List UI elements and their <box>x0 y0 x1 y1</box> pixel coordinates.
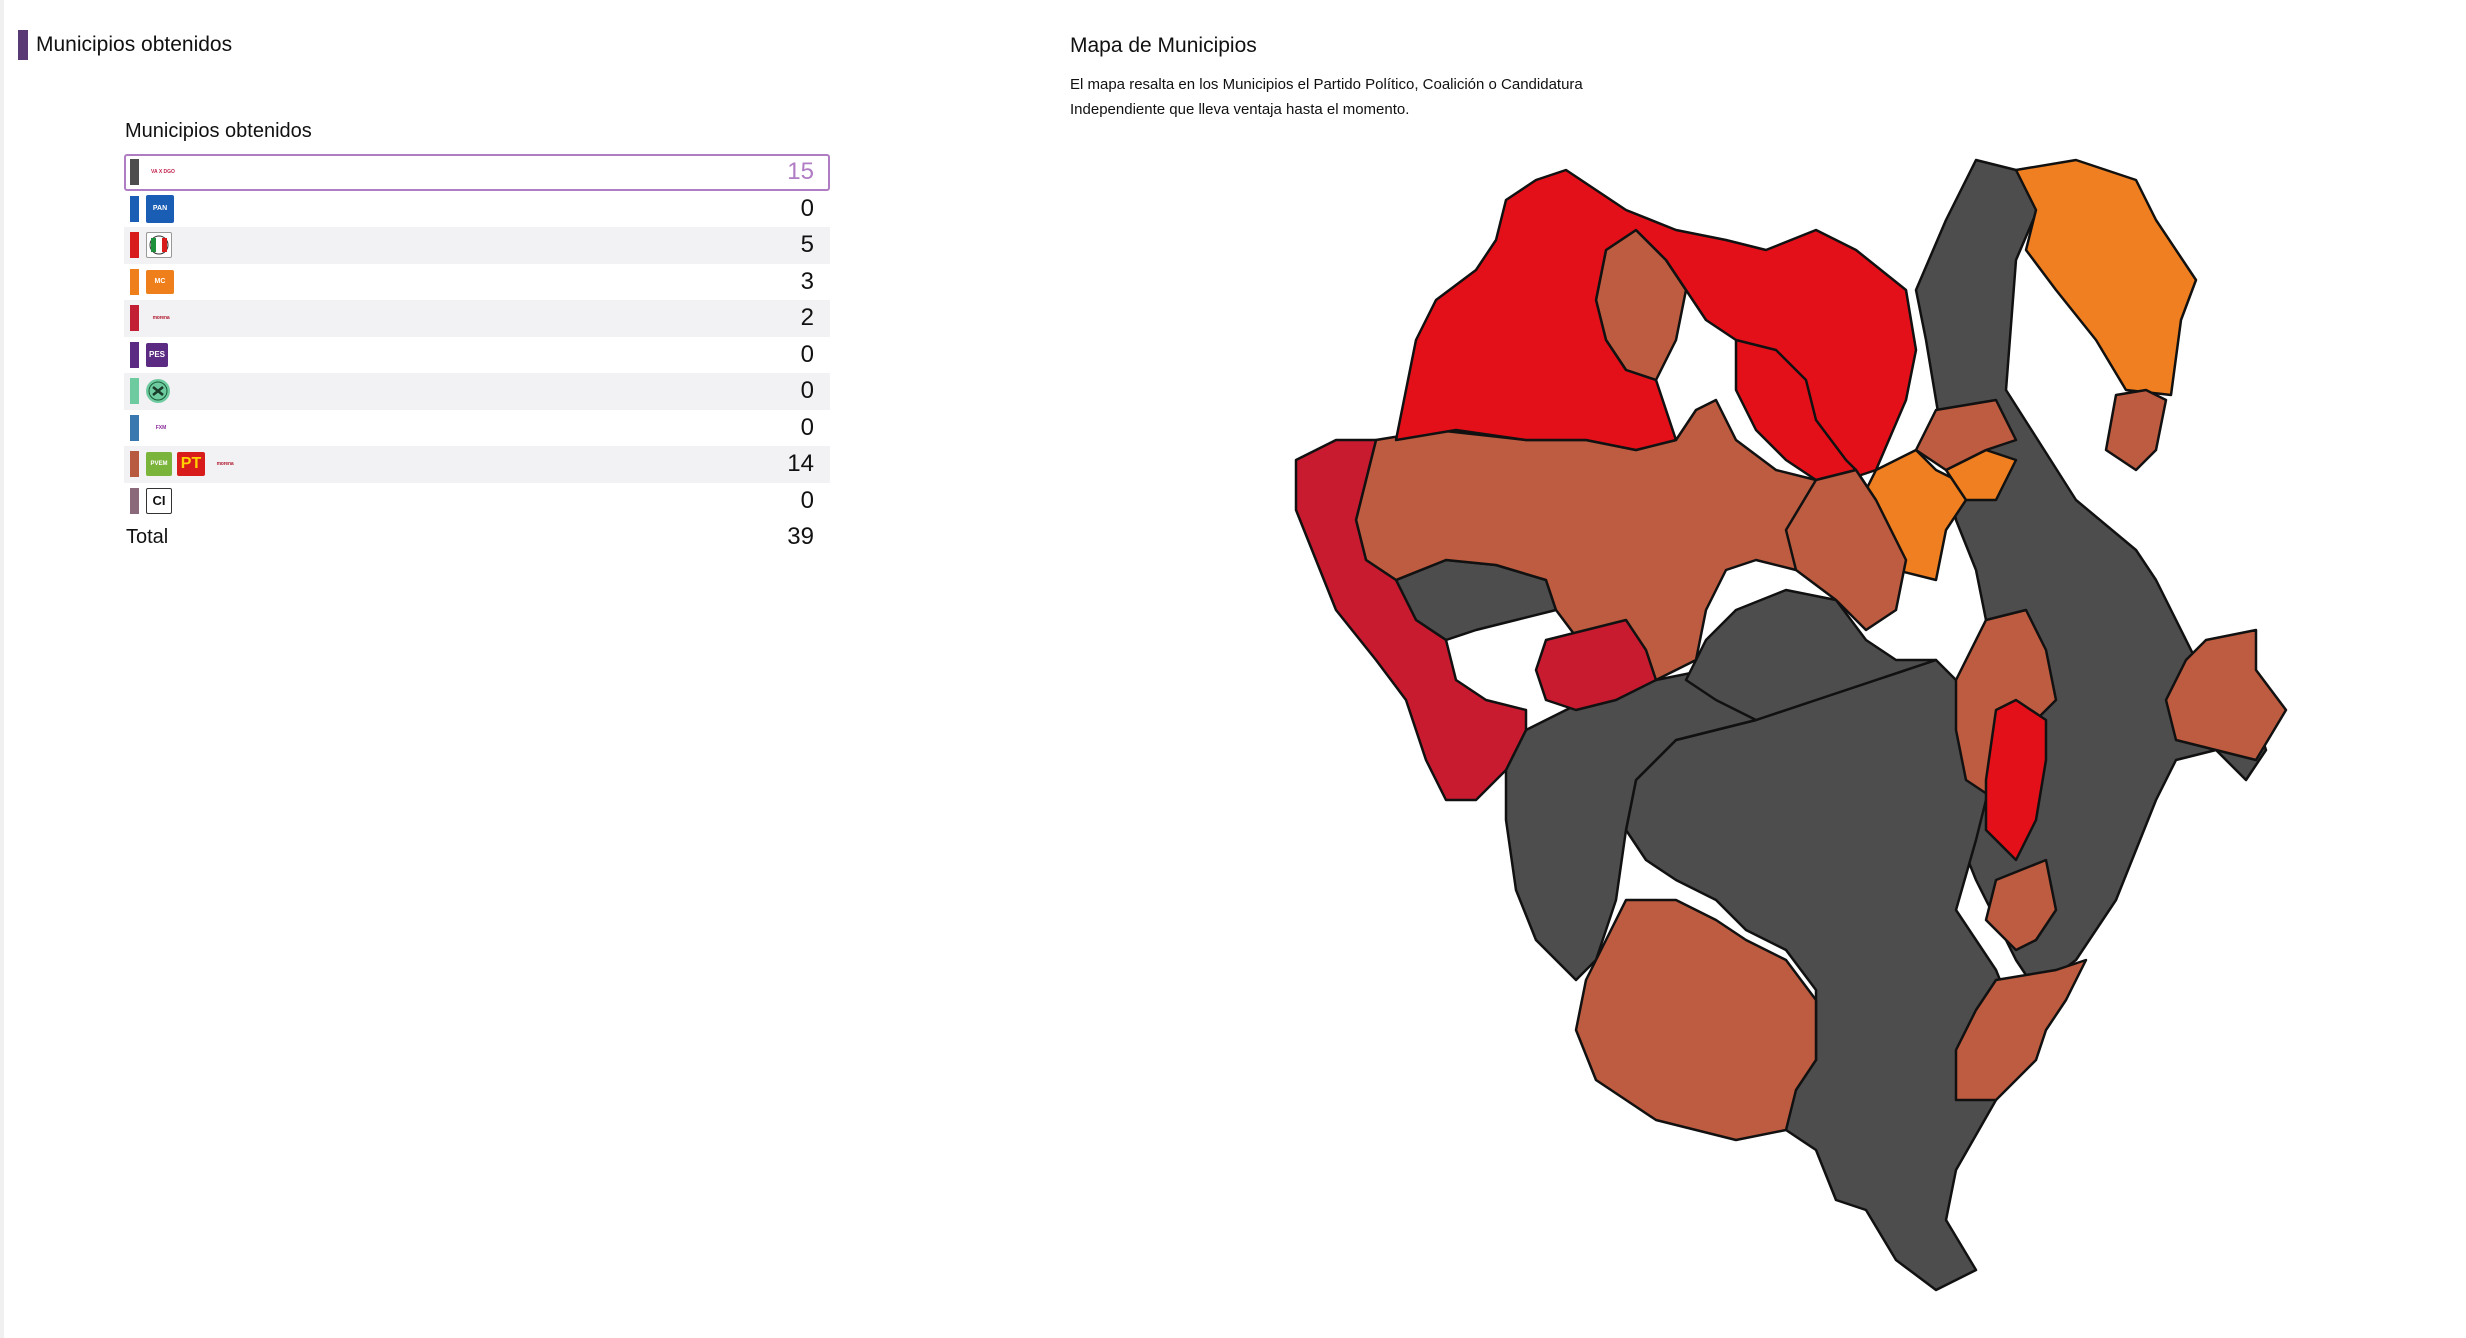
table-title: Municipios obtenidos <box>125 120 312 142</box>
row-count: 0 <box>800 194 814 222</box>
total-label: Total <box>126 525 169 548</box>
color-swatch <box>130 268 139 295</box>
color-swatch <box>130 195 139 222</box>
municipality[interactable] <box>1534 618 1658 712</box>
row-count: 14 <box>787 450 814 478</box>
movimiento-ciudadano-logo: MC <box>146 269 174 294</box>
municipality[interactable] <box>1914 398 2018 472</box>
municipality[interactable] <box>2164 628 2288 762</box>
fxm-logo: FXM <box>155 424 167 431</box>
pvem-logo: PVEM <box>146 452 172 477</box>
pd-logo <box>146 379 170 404</box>
table-row[interactable]: MC 3 <box>124 264 830 301</box>
row-count: 3 <box>800 267 814 295</box>
municipality[interactable] <box>1984 858 2058 952</box>
map-description: El mapa resalta en los Municipios el Par… <box>1070 76 1583 118</box>
table-row[interactable]: 0 <box>124 373 830 410</box>
coalicion-logo: VA X DGO <box>151 169 175 176</box>
results-table: VA X DGO 15 PAN 0 5 MC 3 morena 2 <box>124 154 830 555</box>
table-row[interactable]: FXM 0 <box>124 410 830 447</box>
table-row[interactable]: VA X DGO 15 <box>124 154 830 191</box>
pes-logo: PES <box>146 342 168 367</box>
section-header: Municipios obtenidos <box>18 30 232 60</box>
morena-logo: morena <box>152 315 170 322</box>
table-row[interactable]: PAN 0 <box>124 191 830 228</box>
map-title: Mapa de Municipios <box>1070 34 1257 57</box>
municipality[interactable] <box>1784 468 1908 632</box>
table-row[interactable]: CI 0 <box>124 483 830 520</box>
municipality[interactable] <box>1954 958 2088 1102</box>
row-count: 5 <box>800 231 814 259</box>
municipality[interactable] <box>1504 668 1758 982</box>
left-border <box>0 0 4 1338</box>
color-swatch <box>130 451 139 478</box>
municipality[interactable] <box>1294 438 1528 802</box>
total-value: 39 <box>787 523 814 550</box>
section-marker <box>18 30 28 60</box>
morena-logo: morena <box>216 461 234 468</box>
table-row[interactable]: morena 2 <box>124 300 830 337</box>
color-swatch <box>130 487 139 514</box>
section-title: Municipios obtenidos <box>36 33 233 56</box>
pan-logo: PAN <box>146 194 174 223</box>
table-row[interactable]: PES 0 <box>124 337 830 374</box>
row-count: 0 <box>800 413 814 441</box>
municipality[interactable] <box>1984 698 2048 862</box>
color-swatch <box>130 378 139 405</box>
table-row[interactable]: 5 <box>124 227 830 264</box>
color-swatch <box>130 232 139 259</box>
municipality[interactable] <box>2014 158 2198 397</box>
total-row: Total 39 <box>124 519 830 555</box>
pri-logo <box>146 232 172 259</box>
color-swatch <box>130 414 139 441</box>
candidatura-independiente-logo: CI <box>146 487 172 514</box>
municipalities-map <box>1294 158 2288 1292</box>
row-count: 2 <box>800 304 814 332</box>
color-swatch <box>130 341 139 368</box>
row-count: 0 <box>800 377 814 405</box>
color-swatch <box>130 159 139 186</box>
municipality[interactable] <box>2104 388 2168 472</box>
pt-logo: PT <box>177 452 205 477</box>
row-count: 15 <box>787 158 814 186</box>
municipality[interactable] <box>1574 898 1818 1142</box>
table-row[interactable]: PVEM PT morena 14 <box>124 446 830 483</box>
color-swatch <box>130 305 139 332</box>
row-count: 0 <box>800 340 814 368</box>
row-count: 0 <box>800 486 814 514</box>
